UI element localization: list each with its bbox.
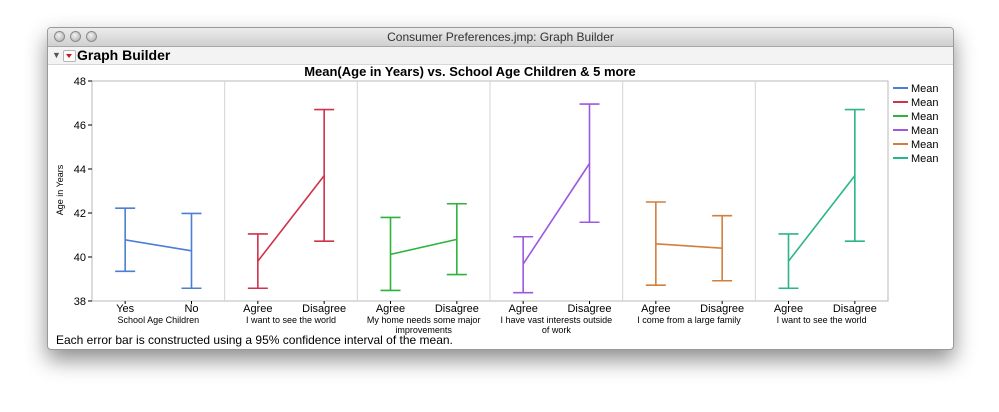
x-category-label: Agree xyxy=(243,303,272,315)
x-category-label: Disagree xyxy=(435,303,479,315)
close-window-button[interactable] xyxy=(54,31,65,42)
x-category-label: Agree xyxy=(376,303,405,315)
y-axis-title: Age in Years xyxy=(55,164,65,215)
mean-line xyxy=(655,243,723,249)
title-bar[interactable]: Consumer Preferences.jmp: Graph Builder xyxy=(48,28,953,47)
x-category-label: Disagree xyxy=(833,303,877,315)
mean-line xyxy=(787,175,856,262)
x-category-label: Yes xyxy=(116,303,134,315)
legend-label: Mean xyxy=(911,111,939,123)
outline-header: ▼ Graph Builder xyxy=(48,47,953,65)
window-title: Consumer Preferences.jmp: Graph Builder xyxy=(387,30,614,44)
x-category-label: Agree xyxy=(774,303,803,315)
x-group-label: of work xyxy=(542,325,572,335)
red-triangle-menu-icon[interactable] xyxy=(63,50,76,62)
legend-label: Mean xyxy=(911,139,939,151)
legend-label: Mean xyxy=(911,83,939,95)
disclosure-triangle-icon[interactable]: ▼ xyxy=(52,50,61,60)
y-tick-label: 48 xyxy=(74,76,86,88)
mean-line xyxy=(125,239,192,252)
x-category-label: Agree xyxy=(641,303,670,315)
x-group-label: improvements xyxy=(395,325,452,335)
y-tick-label: 44 xyxy=(74,164,86,176)
x-category-label: Disagree xyxy=(302,303,346,315)
x-group-label: My home needs some major xyxy=(367,315,481,325)
minimize-window-button[interactable] xyxy=(70,31,81,42)
y-tick-label: 40 xyxy=(74,252,86,264)
x-group-label: I come from a large family xyxy=(637,315,741,325)
legend-label: Mean xyxy=(911,97,939,109)
legend-label: Mean xyxy=(911,153,939,165)
zoom-window-button[interactable] xyxy=(86,31,97,42)
mean-line xyxy=(522,163,591,265)
y-tick-label: 46 xyxy=(74,120,86,132)
outline-title: Graph Builder xyxy=(77,47,171,63)
legend: Mean Mean Mean Mean Mean Mean xyxy=(893,83,939,165)
chart-title: Mean(Age in Years) vs. School Age Childr… xyxy=(304,64,636,79)
y-tick-label: 42 xyxy=(74,208,86,220)
legend-label: Mean xyxy=(911,125,939,137)
x-group-label: I want to see the world xyxy=(246,315,336,325)
mean-line xyxy=(257,175,325,262)
x-group-label: I want to see the world xyxy=(777,315,867,325)
x-group-label: School Age Children xyxy=(118,315,200,325)
mean-line xyxy=(390,238,458,256)
y-tick-label: 38 xyxy=(74,296,86,308)
x-group-label: I have vast interests outside xyxy=(501,315,613,325)
x-category-label: Agree xyxy=(508,303,537,315)
x-category-label: Disagree xyxy=(567,303,611,315)
x-category-label: Disagree xyxy=(700,303,744,315)
chart-footnote: Each error bar is constructed using a 95… xyxy=(56,333,453,347)
x-category-label: No xyxy=(184,303,198,315)
